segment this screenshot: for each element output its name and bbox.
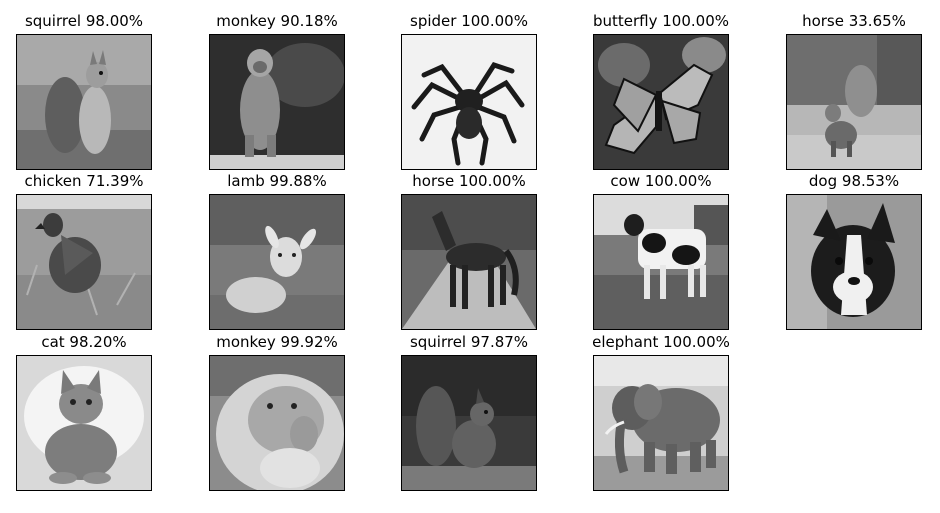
tile-caption: cow 100.00% [610, 172, 712, 190]
squirrel-photo [16, 34, 152, 170]
monkey-photo [209, 355, 345, 491]
lamb-photo [209, 194, 345, 330]
squirrel-photo [786, 34, 922, 170]
tile-caption: dog 98.53% [808, 172, 900, 190]
squirrel-photo [401, 355, 537, 491]
butterfly-photo [593, 34, 729, 170]
tile-caption: chicken 71.39% [24, 172, 144, 190]
cat-photo [16, 355, 152, 491]
tile-caption: elephant 100.00% [592, 333, 730, 351]
dog-photo [786, 194, 922, 330]
chicken-photo [16, 194, 152, 330]
spider-photo [401, 34, 537, 170]
horse-photo [401, 194, 537, 330]
tile-caption: horse 33.65% [802, 12, 906, 30]
tile-caption: squirrel 98.00% [24, 12, 144, 30]
cow-photo [593, 194, 729, 330]
tile-caption: lamb 99.88% [227, 172, 327, 190]
monkey-photo [209, 34, 345, 170]
tile-caption: monkey 90.18% [216, 12, 338, 30]
tile-caption: horse 100.00% [412, 172, 526, 190]
tile-caption: cat 98.20% [41, 333, 127, 351]
tile-caption: squirrel 97.87% [409, 333, 529, 351]
elephant-photo [593, 355, 729, 491]
tile-caption: spider 100.00% [410, 12, 528, 30]
tile-caption: monkey 99.92% [216, 333, 338, 351]
tile-caption: butterfly 100.00% [592, 12, 730, 30]
